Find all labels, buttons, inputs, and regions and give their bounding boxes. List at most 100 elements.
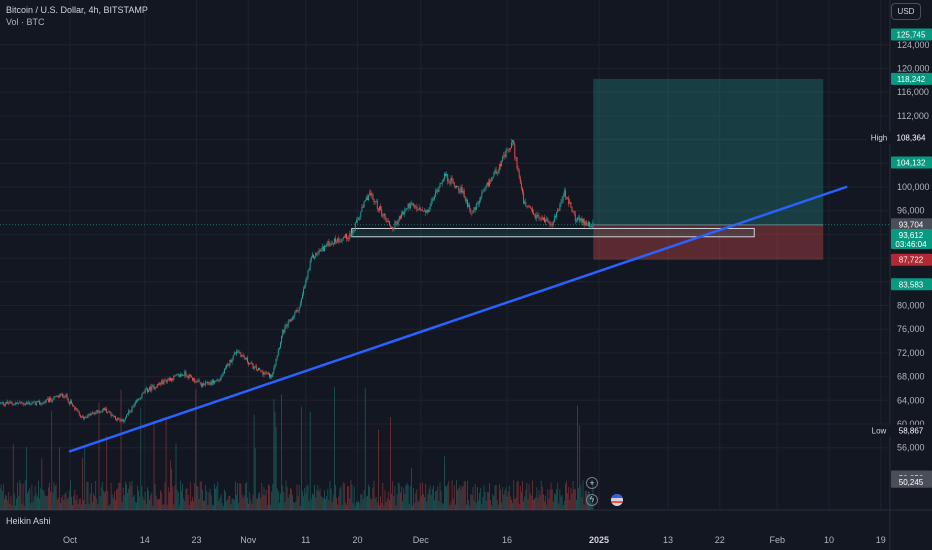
candle — [194, 378, 196, 383]
volume-bar — [485, 500, 487, 510]
candle — [87, 414, 89, 418]
volume-bar — [84, 445, 86, 510]
volume-bar — [173, 504, 175, 510]
volume-bar — [477, 487, 478, 510]
candle — [297, 310, 299, 312]
candle — [533, 212, 534, 215]
candle — [227, 363, 229, 366]
currency-button[interactable]: USD — [891, 3, 921, 20]
candle — [311, 254, 313, 257]
candle — [355, 220, 357, 223]
volume-bar — [286, 486, 288, 510]
candle — [99, 411, 101, 413]
candle — [168, 378, 170, 381]
volume-bar — [258, 493, 259, 510]
candle — [170, 378, 171, 381]
candle — [110, 412, 112, 416]
us-flag-icon[interactable] — [611, 494, 623, 506]
candle — [308, 268, 310, 271]
volume-bar — [573, 489, 575, 510]
candle — [330, 243, 332, 245]
volume-bar — [361, 493, 363, 510]
volume-bar — [23, 505, 25, 510]
volume-bar — [402, 501, 403, 510]
candle — [112, 415, 114, 417]
volume-bar — [16, 498, 17, 510]
candle — [1, 402, 3, 403]
candle — [574, 214, 576, 222]
chart-style-label[interactable]: Heikin Ashi — [6, 516, 51, 526]
candle — [581, 218, 583, 223]
volume-bar — [288, 494, 290, 510]
volume-bar — [562, 505, 564, 510]
volume-bar — [437, 486, 439, 510]
volume-bar — [254, 448, 256, 510]
volume-bar — [294, 502, 296, 510]
candle — [145, 388, 147, 390]
volume-bar — [549, 489, 551, 510]
volume-bar — [317, 484, 319, 510]
volume-bar — [314, 484, 315, 510]
volume-bar — [13, 493, 15, 510]
volume-bar — [129, 481, 131, 510]
volume-bar — [435, 491, 436, 510]
volume-bar — [404, 494, 406, 510]
volume-bar — [393, 496, 395, 510]
candle — [448, 181, 450, 183]
volume-bar — [154, 484, 156, 510]
candle — [214, 380, 215, 384]
price-label-tag: Low — [872, 427, 887, 436]
x-tick-label: 16 — [502, 535, 512, 545]
volume-bar — [128, 488, 130, 510]
volume-bar — [292, 495, 293, 510]
candle — [372, 193, 374, 199]
volume-bar — [18, 495, 20, 510]
add-alert-icon[interactable]: + — [586, 477, 598, 489]
volume-bar — [176, 489, 178, 510]
candle — [77, 410, 79, 412]
volume-bar — [181, 490, 182, 510]
candle — [3, 404, 5, 406]
price-label-box — [891, 72, 932, 85]
candle — [351, 232, 353, 237]
volume-bar — [516, 481, 518, 510]
x-tick-label: 2025 — [589, 535, 609, 545]
candle — [585, 221, 587, 225]
candle — [79, 414, 81, 418]
candle — [474, 207, 476, 210]
candle — [307, 270, 309, 278]
volume-bar — [116, 489, 117, 510]
lightning-icon[interactable]: ϟ — [586, 494, 598, 506]
y-tick-label: 76,000 — [897, 324, 925, 334]
volume-bar — [171, 468, 172, 510]
volume-bar — [579, 425, 581, 510]
volume-bar — [369, 486, 370, 510]
volume-bar — [535, 497, 537, 510]
candle — [509, 148, 511, 149]
candle — [302, 294, 303, 299]
x-tick-label: 13 — [663, 535, 673, 545]
volume-bar — [315, 497, 317, 510]
volume-bar — [271, 491, 273, 510]
volume-bar — [303, 496, 304, 510]
candle — [14, 403, 16, 405]
volume-bar — [250, 499, 252, 510]
volume-bar — [5, 494, 6, 510]
candle — [154, 387, 156, 389]
volume-bar — [452, 498, 454, 510]
candle — [216, 380, 218, 382]
volume-bar — [563, 501, 565, 510]
volume-bar — [46, 496, 48, 510]
candle — [0, 402, 2, 404]
candle — [229, 359, 231, 366]
candle — [149, 386, 151, 391]
candle — [503, 154, 505, 156]
candle — [32, 401, 34, 404]
candle — [211, 380, 213, 385]
candle — [240, 353, 242, 357]
candle — [176, 374, 178, 376]
volume-bar — [580, 484, 582, 510]
volume-bar — [468, 500, 469, 510]
candle — [360, 211, 362, 218]
